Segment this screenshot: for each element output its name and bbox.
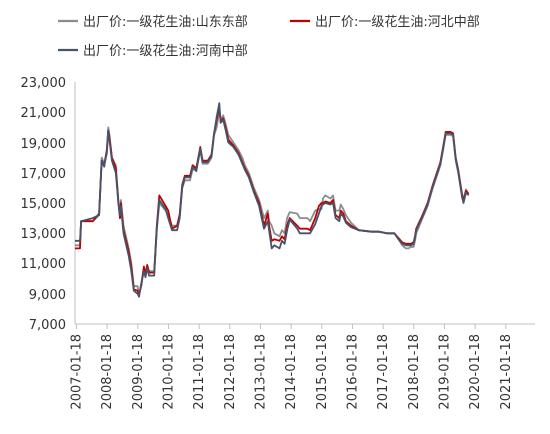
x-tick-label: 2016-01-18 <box>345 334 360 410</box>
y-tick-label: 7,000 <box>29 318 66 333</box>
x-tick-label: 2008-01-18 <box>100 334 115 410</box>
x-tick-label: 2013-01-18 <box>253 334 268 410</box>
x-tick-label: 2014-01-18 <box>284 334 299 410</box>
y-tick-label: 17,000 <box>21 167 67 182</box>
x-tick-marks <box>75 324 507 329</box>
x-axis: 2007-01-18 2008-01-18 2009-01-18 2010-01-18… <box>69 323 535 410</box>
series-line-0 <box>75 109 470 295</box>
legend-label: 出厂价:一级花生油:河南中部 <box>83 43 248 59</box>
x-tick-label: 2011-01-18 <box>192 334 207 410</box>
y-tick-label: 11,000 <box>21 257 67 272</box>
legend-label: 出厂价:一级花生油:山东东部 <box>83 14 248 30</box>
legend-item-1: 出厂价:一级花生油:河北中部 <box>290 14 480 30</box>
x-tick-label: 2020-01-18 <box>468 334 483 410</box>
x-tick-label: 2012-01-18 <box>223 334 238 410</box>
legend: 出厂价:一级花生油:山东东部 出厂价:一级花生油:河北中部 出厂价:一级花生油:… <box>58 14 480 59</box>
x-tick-label: 2018-01-18 <box>407 334 422 410</box>
legend-item-0: 出厂价:一级花生油:山东东部 <box>58 14 248 30</box>
x-tick-label: 2009-01-18 <box>131 334 146 410</box>
x-tick-label: 2010-01-18 <box>161 334 176 410</box>
y-tick-label: 19,000 <box>21 137 67 152</box>
y-tick-label: 13,000 <box>21 227 67 242</box>
legend-label: 出厂价:一级花生油:河北中部 <box>315 14 480 30</box>
y-tick-label: 21,000 <box>21 106 67 121</box>
x-tick-label: 2019-01-18 <box>437 334 452 410</box>
y-tick-label: 9,000 <box>29 288 66 303</box>
y-tick-label: 23,000 <box>21 76 67 91</box>
y-axis: 7,000 9,000 11,000 13,000 15,000 17,000 … <box>21 76 76 333</box>
legend-item-2: 出厂价:一级花生油:河南中部 <box>58 43 248 59</box>
x-tick-labels: 2007-01-18 2008-01-18 2009-01-18 2010-01-18… <box>69 334 513 410</box>
series-line-2 <box>75 102 470 298</box>
series-line-1 <box>75 106 470 297</box>
x-tick-label: 2017-01-18 <box>376 334 391 410</box>
plot-area <box>75 102 470 298</box>
x-tick-label: 2021-01-18 <box>499 334 514 410</box>
x-tick-label: 2015-01-18 <box>315 334 330 410</box>
x-tick-label: 2007-01-18 <box>69 334 84 410</box>
y-tick-label: 15,000 <box>21 197 67 212</box>
